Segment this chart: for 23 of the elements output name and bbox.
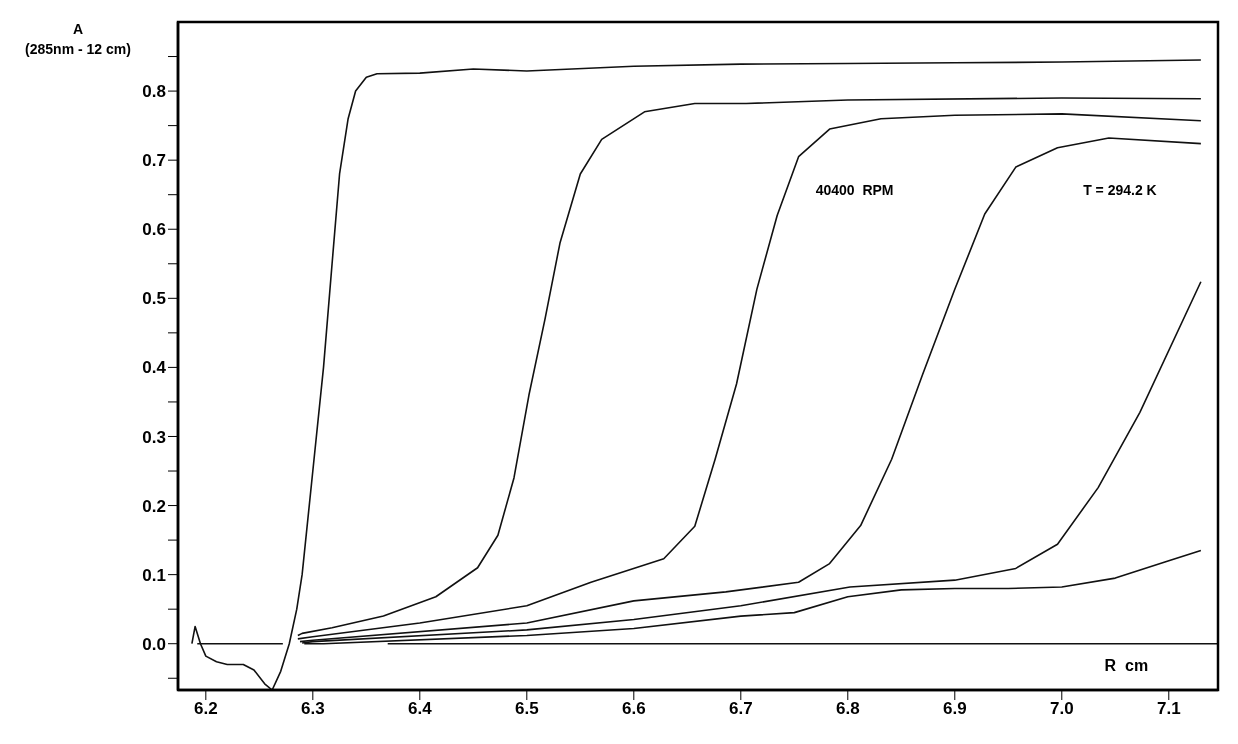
x-tick-label: 7.1 bbox=[1156, 699, 1181, 719]
y-tick-label: 0.0 bbox=[142, 634, 166, 654]
x-tick-label: 6.2 bbox=[194, 699, 218, 719]
x-axis-title: R cm bbox=[1104, 657, 1149, 675]
x-tick-label: 6.7 bbox=[728, 699, 753, 719]
y-tick-label: 0.7 bbox=[142, 151, 166, 171]
y-tick-label: 0.3 bbox=[142, 427, 166, 447]
x-tick-label: 7.0 bbox=[1049, 699, 1074, 719]
x-tick-label: 6.4 bbox=[407, 699, 433, 719]
annotation: 40400 RPM bbox=[815, 181, 894, 198]
y-tick-label: 0.4 bbox=[142, 358, 167, 378]
annotation: T = 294.2 K bbox=[1083, 181, 1157, 198]
x-tick-label: 6.8 bbox=[835, 699, 860, 719]
y-tick-label: 0.8 bbox=[142, 82, 166, 102]
x-tick-label: 6.5 bbox=[514, 699, 539, 719]
y-tick-label: 0.6 bbox=[142, 220, 166, 240]
x-tick-label: 6.6 bbox=[621, 699, 646, 719]
y-tick-label: 0.5 bbox=[142, 289, 166, 309]
y-tick-label: 0.1 bbox=[142, 565, 166, 585]
y-axis-title: A (285nm - 12 cm) bbox=[25, 21, 131, 57]
x-tick-label: 6.9 bbox=[942, 699, 967, 719]
x-tick-label: 6.3 bbox=[300, 699, 325, 719]
y-tick-label: 0.2 bbox=[142, 496, 166, 516]
